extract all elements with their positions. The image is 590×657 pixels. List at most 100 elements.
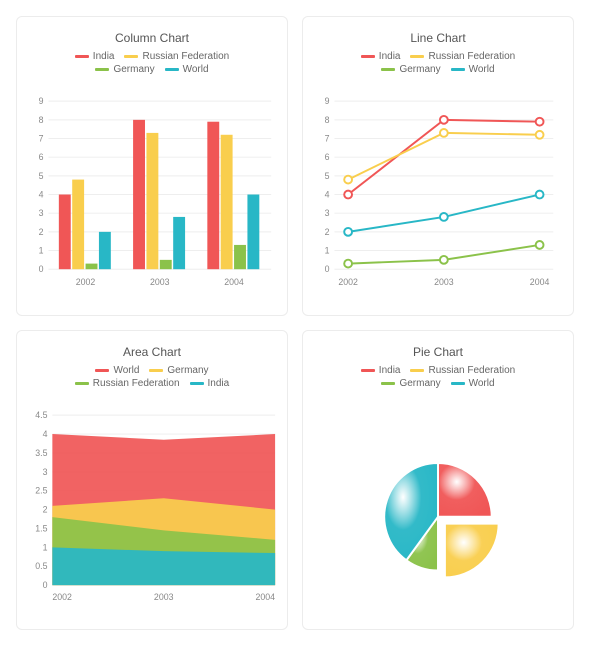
svg-text:4: 4 (39, 189, 44, 199)
column-chart-svg: 0123456789200220032004 (25, 79, 279, 307)
line-chart-plot: 0 1 2 3 4 5 6 7 8 9 2002 2003 2004 (311, 79, 565, 307)
svg-text:0: 0 (39, 264, 44, 274)
legend-swatch (95, 68, 109, 71)
legend-item: India (361, 51, 401, 62)
column-chart-plot: 0123456789200220032004 (25, 79, 279, 307)
legend-label: India (379, 365, 401, 376)
svg-text:0: 0 (43, 580, 48, 590)
legend-swatch (361, 369, 375, 372)
legend-label: World (469, 64, 495, 75)
legend-swatch (381, 382, 395, 385)
legend-swatch (410, 369, 424, 372)
svg-text:9: 9 (325, 96, 330, 106)
legend-swatch (165, 68, 179, 71)
svg-text:5: 5 (39, 171, 44, 181)
legend-label: Germany (399, 64, 440, 75)
legend-swatch (149, 369, 163, 372)
svg-text:9: 9 (39, 96, 44, 106)
svg-text:3: 3 (43, 467, 48, 477)
legend-item: India (75, 51, 115, 62)
pie-chart-legend: India Russian Federation Germany World (328, 365, 548, 389)
svg-text:1: 1 (325, 245, 330, 255)
legend-label: Germany (113, 64, 154, 75)
legend-swatch (95, 369, 109, 372)
legend-item: India (361, 365, 401, 376)
svg-text:2003: 2003 (434, 277, 454, 287)
svg-text:6: 6 (39, 152, 44, 162)
legend-item: Russian Federation (410, 51, 515, 62)
svg-text:2002: 2002 (76, 277, 96, 287)
legend-label: India (93, 51, 115, 62)
legend-item: World (451, 378, 495, 389)
legend-swatch (361, 55, 375, 58)
svg-text:2002: 2002 (52, 592, 72, 602)
area-chart-svg: 00.511.522.533.544.5200220032004 (25, 393, 279, 621)
svg-text:2: 2 (39, 227, 44, 237)
legend-item: India (190, 378, 230, 389)
svg-text:1.5: 1.5 (35, 523, 47, 533)
legend-item: Germany (381, 64, 440, 75)
pie-chart-title: Pie Chart (413, 345, 463, 359)
legend-item: Germany (149, 365, 208, 376)
area-chart-title: Area Chart (123, 345, 181, 359)
svg-text:3.5: 3.5 (35, 448, 47, 458)
line-chart-legend: India Russian Federation Germany World (328, 51, 548, 75)
legend-label: Russian Federation (142, 51, 229, 62)
column-chart-legend: India Russian Federation Germany World (42, 51, 262, 75)
svg-text:7: 7 (325, 133, 330, 143)
line-chart-svg: 0 1 2 3 4 5 6 7 8 9 2002 2003 2004 (311, 79, 565, 307)
legend-item: Russian Federation (410, 365, 515, 376)
svg-text:2004: 2004 (224, 277, 244, 287)
legend-swatch (75, 382, 89, 385)
legend-swatch (124, 55, 138, 58)
legend-swatch (451, 68, 465, 71)
area-chart-plot: 00.511.522.533.544.5200220032004 (25, 393, 279, 621)
svg-text:2004: 2004 (256, 592, 276, 602)
pie-chart-svg (311, 393, 565, 621)
legend-label: World (183, 64, 209, 75)
area-chart-legend: World Germany Russian Federation India (42, 365, 262, 389)
svg-text:2002: 2002 (338, 277, 358, 287)
legend-swatch (451, 382, 465, 385)
column-chart-title: Column Chart (115, 31, 189, 45)
svg-text:1: 1 (39, 245, 44, 255)
legend-label: Germany (167, 365, 208, 376)
area-chart-card: Area Chart World Germany Russian Federatio… (16, 330, 288, 630)
svg-text:1: 1 (43, 542, 48, 552)
legend-item: Russian Federation (124, 51, 229, 62)
pie-chart-card: Pie Chart India Russian Federation Germany… (302, 330, 574, 630)
line-chart-title: Line Chart (410, 31, 465, 45)
column-chart-card: Column Chart India Russian Federation Germ… (16, 16, 288, 316)
legend-label: Germany (399, 378, 440, 389)
svg-text:2: 2 (325, 227, 330, 237)
line-chart-card: Line Chart India Russian Federation German… (302, 16, 574, 316)
svg-text:2003: 2003 (150, 277, 170, 287)
legend-swatch (410, 55, 424, 58)
legend-item: Russian Federation (75, 378, 180, 389)
chart-grid: Column Chart India Russian Federation Germ… (16, 16, 574, 630)
legend-item: World (451, 64, 495, 75)
svg-text:4.5: 4.5 (35, 410, 47, 420)
legend-item: World (95, 365, 139, 376)
svg-text:0.5: 0.5 (35, 561, 47, 571)
svg-text:7: 7 (39, 133, 44, 143)
svg-text:2.5: 2.5 (35, 486, 47, 496)
legend-label: World (113, 365, 139, 376)
svg-text:4: 4 (325, 189, 330, 199)
svg-text:2: 2 (43, 505, 48, 515)
legend-item: Germany (95, 64, 154, 75)
legend-swatch (381, 68, 395, 71)
legend-item: World (165, 64, 209, 75)
svg-text:2004: 2004 (530, 277, 550, 287)
pie-chart-plot (311, 393, 565, 621)
svg-text:8: 8 (325, 115, 330, 125)
svg-text:3: 3 (325, 208, 330, 218)
legend-item: Germany (381, 378, 440, 389)
legend-label: India (379, 51, 401, 62)
svg-text:6: 6 (325, 152, 330, 162)
legend-label: Russian Federation (93, 378, 180, 389)
svg-text:0: 0 (325, 264, 330, 274)
svg-text:5: 5 (325, 171, 330, 181)
legend-label: Russian Federation (428, 365, 515, 376)
legend-label: World (469, 378, 495, 389)
